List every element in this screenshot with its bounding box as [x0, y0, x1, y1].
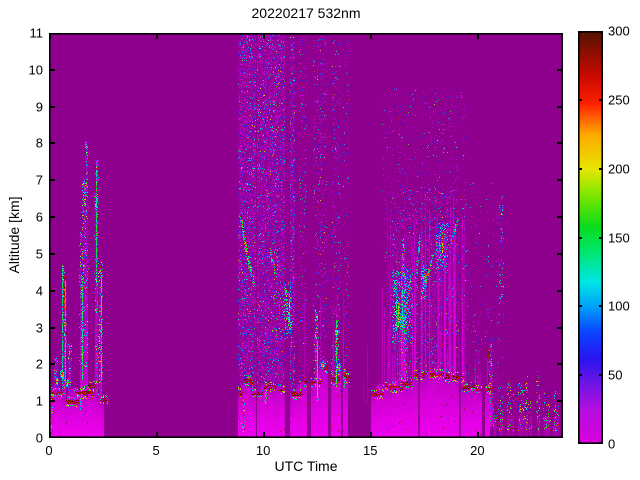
colorbar-tick-label: 0 [608, 436, 616, 452]
colorbar-tick-label: 200 [608, 161, 630, 177]
colorbar-tick-label: 150 [608, 230, 630, 245]
x-axis-label: UTC Time [274, 458, 338, 474]
y-tick-label: 4 [35, 283, 43, 299]
y-tick-label: 7 [35, 172, 43, 188]
y-tick-label: 1 [35, 393, 43, 409]
x-tick-label: 20 [470, 443, 485, 458]
y-tick-label: 3 [35, 320, 43, 336]
x-tick-label: 5 [152, 443, 160, 458]
y-axis-label: Altitude [km] [6, 196, 22, 274]
page-title: 20220217 532nm [251, 5, 361, 21]
heatmap-plot-canvas [49, 33, 563, 438]
x-tick-label: 10 [255, 443, 271, 458]
y-tick-label: 11 [29, 25, 44, 41]
x-tick-label: 0 [45, 443, 53, 458]
y-tick-label: 2 [35, 356, 43, 372]
y-tick-label: 10 [28, 62, 43, 78]
y-tick-label: 6 [35, 209, 43, 225]
colorbar-tick-label: 300 [608, 23, 630, 39]
colorbar-tick-label: 50 [608, 367, 623, 383]
y-tick-label: 9 [35, 99, 43, 115]
colorbar-tick-label: 250 [608, 92, 630, 108]
colorbar-tick-label: 100 [608, 298, 630, 314]
y-tick-label: 5 [35, 246, 43, 262]
y-tick-label: 0 [35, 430, 43, 446]
y-tick-label: 8 [35, 135, 43, 151]
x-tick-label: 15 [363, 443, 378, 458]
colorbar-canvas [578, 31, 603, 444]
